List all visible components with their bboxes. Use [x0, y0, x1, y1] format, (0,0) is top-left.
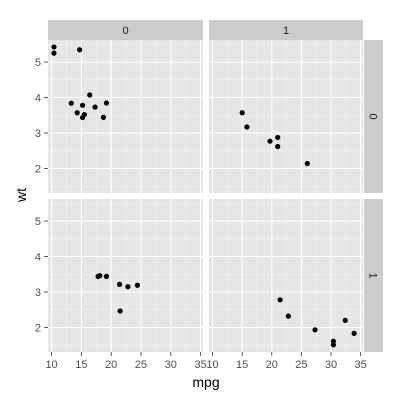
strips-layer: 0 1 0 1	[48, 20, 383, 352]
x-tick-label: 20	[105, 359, 117, 371]
data-point	[95, 273, 101, 279]
y-tick-label: 2	[35, 323, 41, 335]
data-point	[117, 308, 123, 314]
x-tick-label: 15	[75, 359, 87, 371]
data-point	[285, 313, 291, 319]
x-tick-label: 35	[355, 359, 367, 371]
y-tick-label: 3	[35, 287, 41, 299]
y-tick-label: 5	[35, 216, 41, 228]
data-point	[134, 282, 141, 288]
panel-0-1	[48, 199, 203, 352]
strip-col-label: 0	[122, 25, 128, 37]
data-point	[342, 317, 348, 324]
data-point	[267, 138, 273, 144]
data-point	[125, 284, 131, 290]
data-point	[51, 50, 57, 56]
data-point	[68, 100, 74, 106]
data-point	[304, 160, 310, 167]
y-axis-title: wt	[13, 188, 29, 203]
panel-background	[209, 40, 363, 193]
x-tick-label: 15	[236, 359, 248, 371]
x-tick-label: 30	[325, 359, 337, 371]
x-axis-title: mpg	[192, 374, 219, 390]
x-tick-label: 10	[206, 359, 218, 371]
data-point	[244, 124, 250, 130]
data-point	[79, 102, 86, 108]
data-point	[275, 134, 281, 141]
y-tick-label: 4	[35, 93, 41, 105]
data-point	[312, 327, 318, 333]
x-tick-label: 30	[165, 359, 177, 371]
panel-background	[48, 199, 203, 352]
y-tick-label: 5	[35, 57, 41, 69]
data-point	[275, 143, 281, 150]
data-point	[239, 110, 245, 116]
strip-col-background	[209, 20, 363, 40]
data-point	[277, 297, 283, 303]
strip-row-label: 1	[367, 272, 379, 278]
data-point	[330, 342, 336, 348]
y-tick-label: 3	[35, 128, 41, 140]
data-point	[87, 92, 93, 98]
panel-1-1	[209, 199, 363, 352]
x-tick-label: 25	[295, 359, 307, 371]
data-point	[79, 114, 86, 121]
panel-1-0	[209, 40, 363, 193]
data-point	[330, 338, 336, 344]
data-point	[92, 104, 98, 110]
strip-row-background	[364, 40, 383, 193]
panel-0-0	[48, 40, 203, 193]
strip-col-label: 1	[283, 25, 289, 37]
data-point	[51, 44, 57, 50]
data-point	[351, 330, 357, 336]
data-point	[76, 47, 83, 53]
x-tick-label: 25	[135, 359, 147, 371]
panel-background	[48, 40, 203, 193]
panel-background	[209, 199, 363, 352]
x-tick-label: 20	[266, 359, 278, 371]
strip-row-label: 0	[367, 113, 379, 119]
data-point	[100, 114, 107, 120]
data-point	[103, 273, 110, 279]
x-tick-label: 10	[45, 359, 57, 371]
y-tick-label: 2	[35, 164, 41, 176]
x-tick-label: 35	[194, 359, 206, 371]
strip-col-background	[48, 20, 203, 40]
strip-row-background	[364, 199, 383, 352]
y-tick-label: 4	[35, 252, 41, 264]
data-point	[74, 110, 80, 116]
data-point	[103, 100, 110, 106]
data-point	[116, 281, 123, 287]
panels-layer	[48, 40, 363, 352]
